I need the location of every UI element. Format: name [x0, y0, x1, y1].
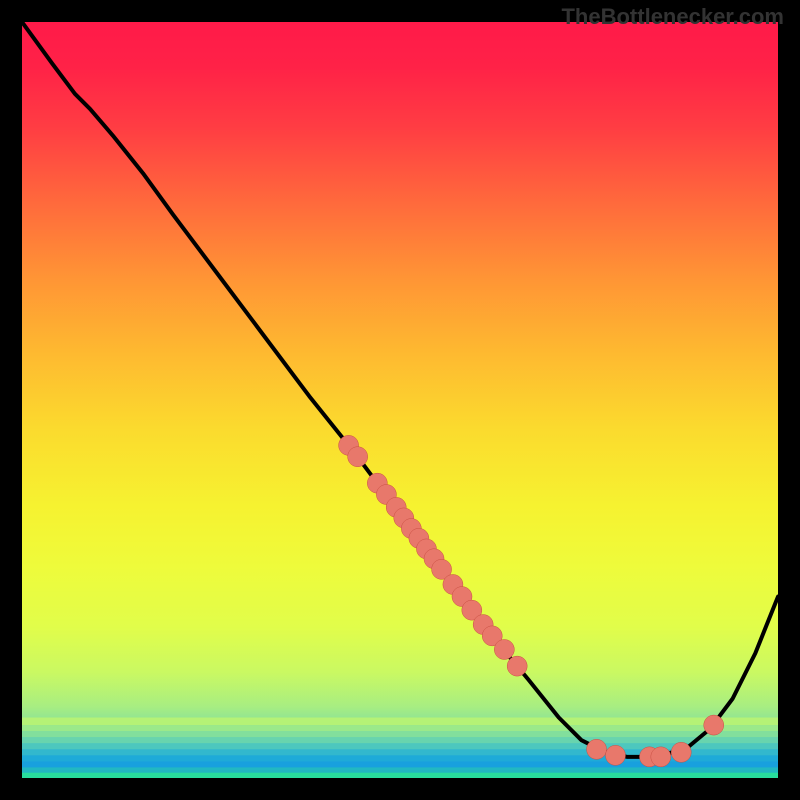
data-marker — [587, 739, 607, 759]
watermark-text: TheBottlenecker.com — [561, 4, 784, 30]
chart-svg — [22, 22, 778, 778]
data-marker — [704, 715, 724, 735]
data-marker — [507, 656, 527, 676]
data-marker — [494, 639, 514, 659]
data-marker — [348, 447, 368, 467]
data-marker — [651, 747, 671, 767]
data-marker — [605, 745, 625, 765]
chart-background — [22, 22, 778, 778]
chart-plot-area — [22, 22, 778, 778]
data-marker — [671, 742, 691, 762]
